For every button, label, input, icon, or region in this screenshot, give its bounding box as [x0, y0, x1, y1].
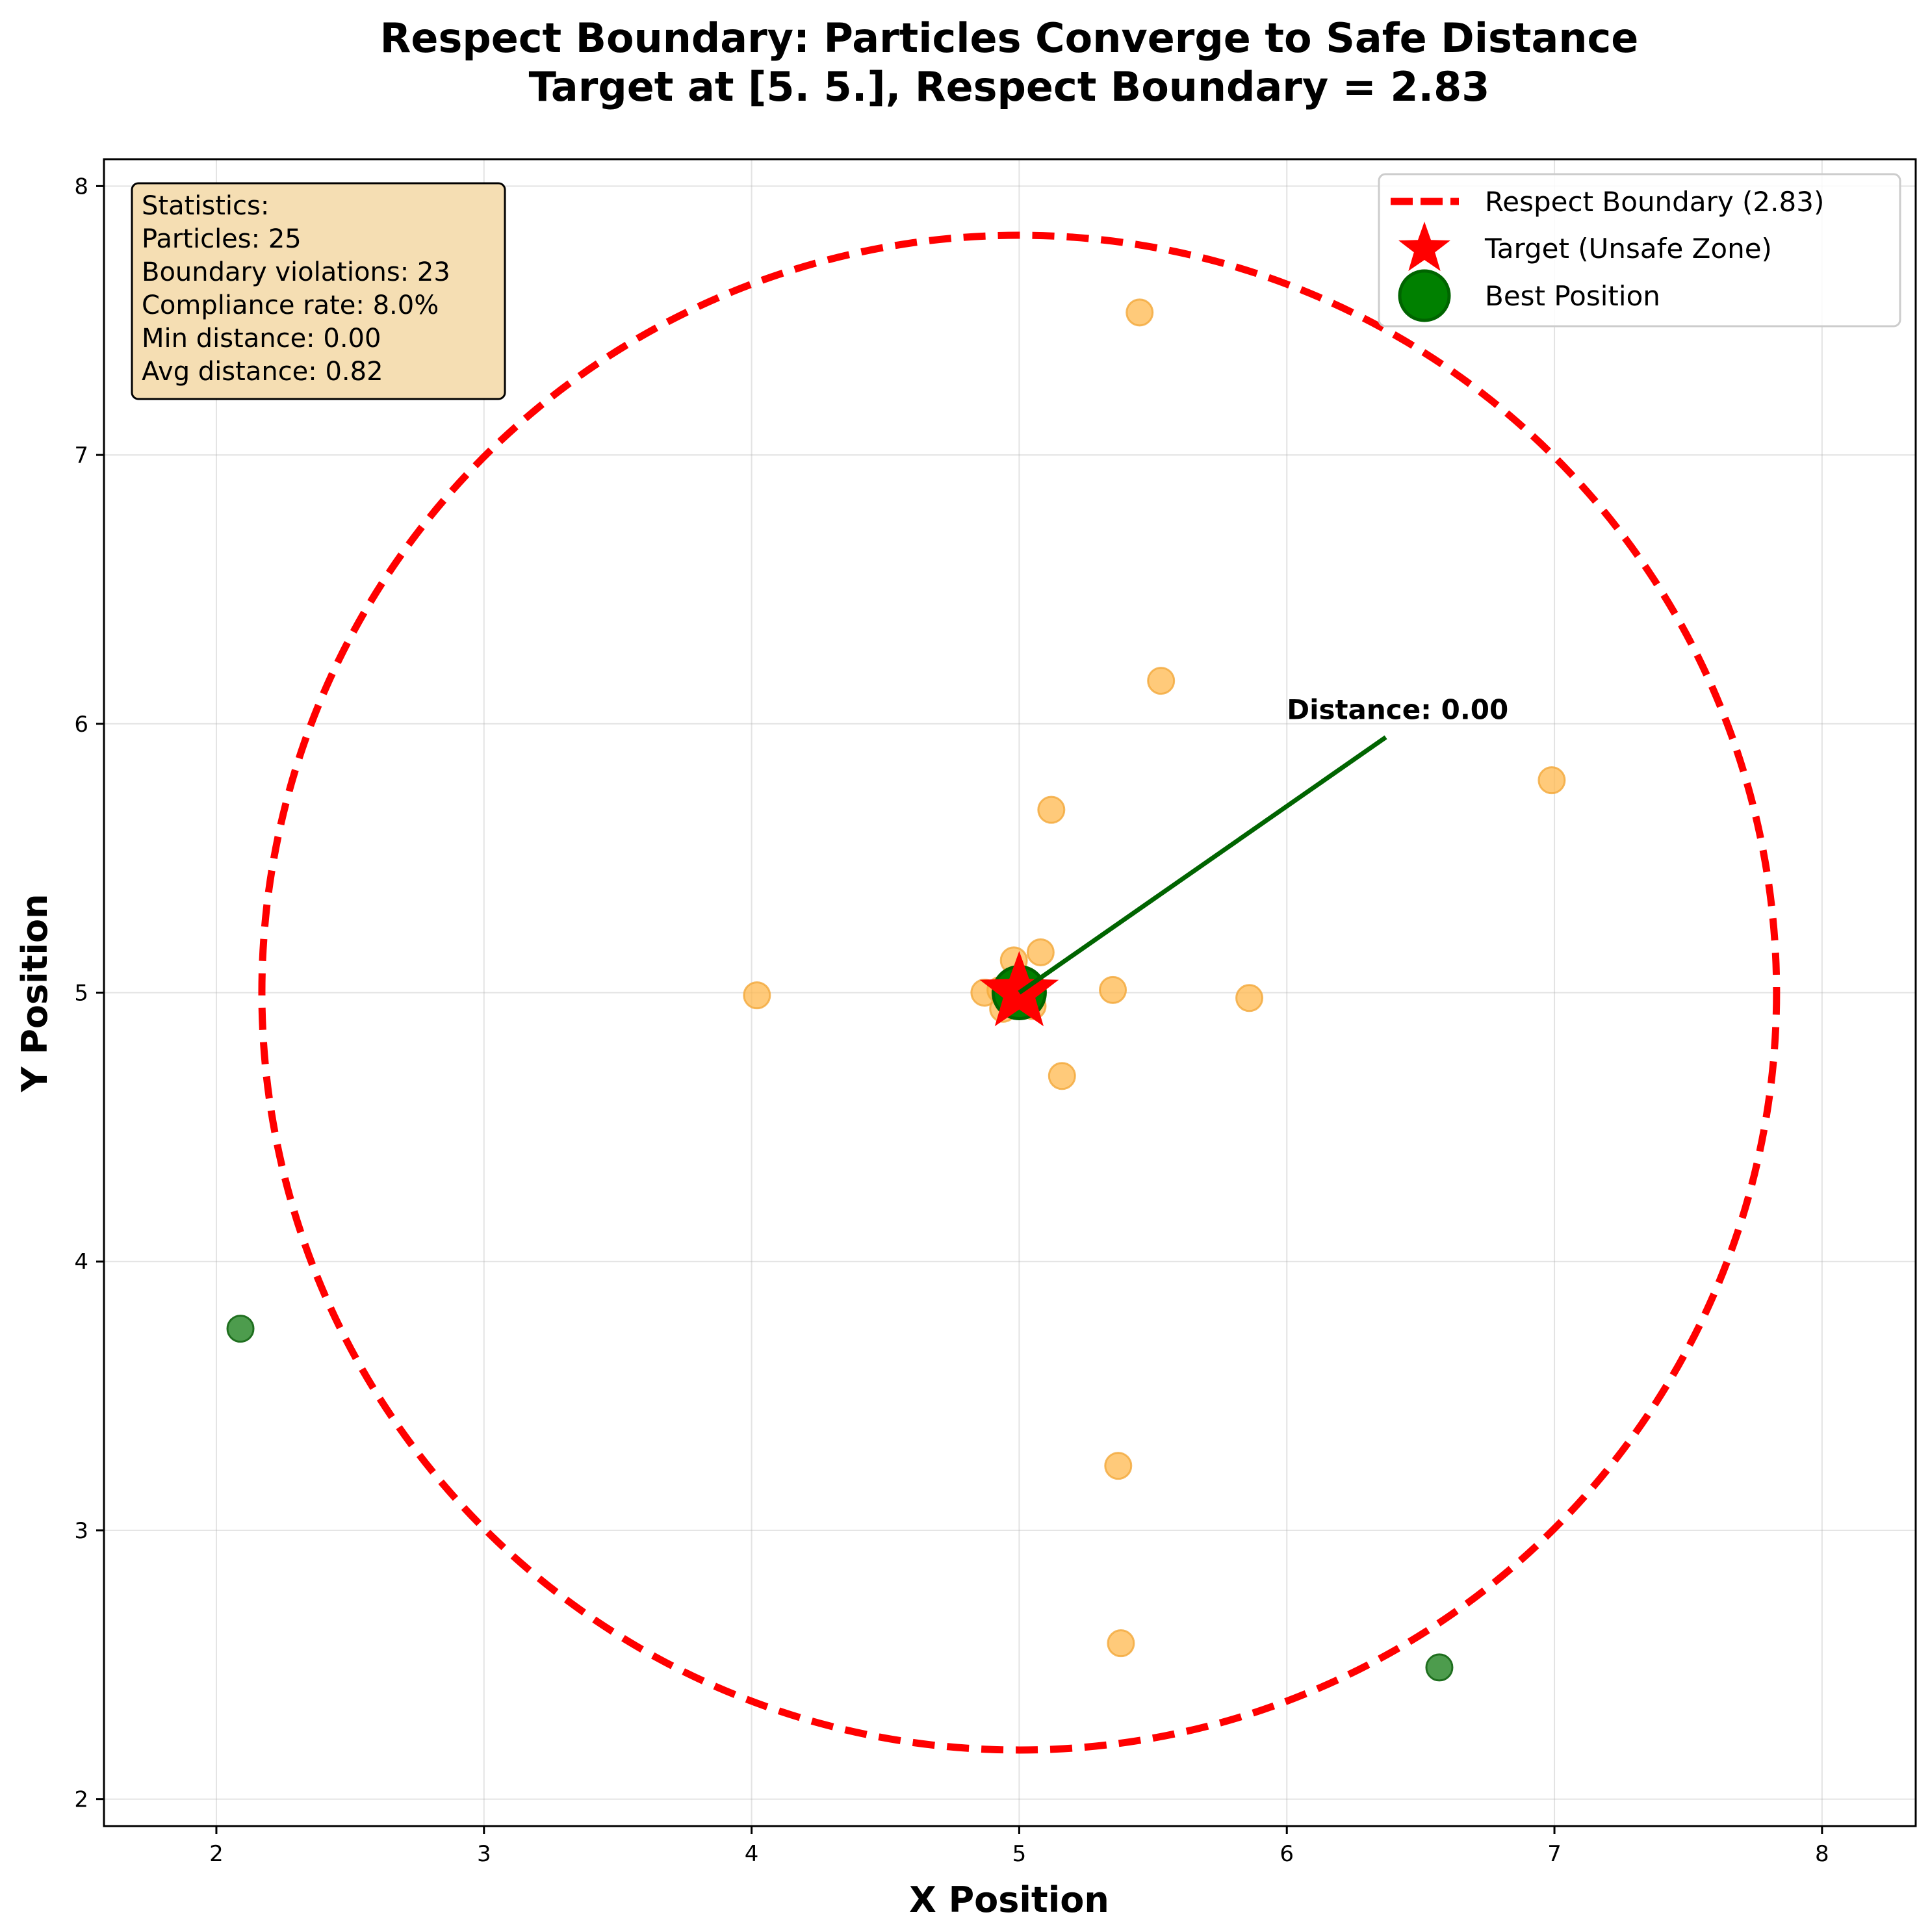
respect-boundary-circle: [258, 231, 1781, 1754]
stats-min-distance: Min distance: 0.00: [142, 324, 381, 354]
stats-violations: Boundary violations: 23: [142, 257, 450, 287]
annotation-arrow: [1018, 735, 1387, 995]
x-tick-label: 6: [1280, 1841, 1294, 1867]
legend-background: [1378, 173, 1901, 328]
x-tick-label: 3: [477, 1841, 491, 1867]
violating-particle-point: [1104, 1452, 1133, 1480]
violating-particle-point: [1048, 1062, 1076, 1090]
x-tick-label: 8: [1815, 1841, 1829, 1867]
legend-target-swatch: [1398, 222, 1450, 271]
violating-particle-point: [1107, 1629, 1135, 1658]
target-marker: [979, 951, 1059, 1027]
violating-particle-point: [1235, 984, 1264, 1012]
x-tick-label: 7: [1547, 1841, 1562, 1867]
violating-particle-point: [1147, 667, 1176, 695]
y-tick-label: 8: [74, 174, 88, 200]
plot-area: 2 3 4 5 6 7 8 2 3 4 5 6 7 8: [74, 158, 1917, 1867]
y-tick-label: 2: [74, 1787, 88, 1813]
y-tick-label: 7: [74, 443, 88, 469]
plot-frame: [103, 158, 1917, 1827]
y-tick-label: 3: [74, 1518, 88, 1544]
y-axis-label: Y Position: [14, 894, 55, 1092]
statistics-box: Statistics: Particles: 25 Boundary viola…: [131, 182, 506, 400]
violating-particle-point: [1026, 938, 1055, 966]
y-tick-label: 4: [74, 1249, 88, 1275]
violating-particle-point: [1037, 795, 1066, 824]
violating-particle-point: [743, 981, 771, 1010]
y-tick-label: 6: [74, 712, 88, 738]
legend: Respect Boundary (2.83) Target (Unsafe Z…: [1378, 173, 1901, 328]
chart-subtitle: Target at [5. 5.], Respect Boundary = 2.…: [529, 63, 1490, 110]
x-tick-label: 4: [745, 1841, 759, 1867]
compliant-particle-point: [1425, 1653, 1454, 1682]
compliant-particle-point: [226, 1315, 255, 1343]
legend-best-swatch: [1398, 269, 1451, 322]
chart-title: Respect Boundary: Particles Converge to …: [380, 14, 1639, 62]
compliant-particles: [226, 1315, 1454, 1682]
plot-content: [226, 231, 1781, 1754]
stats-heading: Statistics:: [142, 191, 269, 221]
stats-particles: Particles: 25: [142, 224, 302, 254]
legend-target-label: Target (Unsafe Zone): [1484, 233, 1772, 264]
legend-boundary-label: Respect Boundary (2.83): [1485, 186, 1824, 218]
stats-compliance: Compliance rate: 8.0%: [142, 290, 439, 320]
stats-avg-distance: Avg distance: 0.82: [142, 357, 383, 387]
x-tick-label: 2: [209, 1841, 224, 1867]
x-tick-label: 5: [1012, 1841, 1027, 1867]
y-tick-label: 5: [74, 981, 88, 1007]
violating-particle-point: [1099, 975, 1127, 1004]
annotation-label: Distance: 0.00: [1287, 693, 1508, 725]
legend-best-label: Best Position: [1485, 280, 1660, 312]
x-axis-label: X Position: [909, 1879, 1109, 1920]
violating-particle-point: [1538, 766, 1566, 795]
statistics-box-background: [131, 182, 506, 400]
violating-particle-point: [1126, 298, 1154, 327]
axis-ticks: 2 3 4 5 6 7 8 2 3 4 5 6 7 8: [74, 174, 1829, 1867]
